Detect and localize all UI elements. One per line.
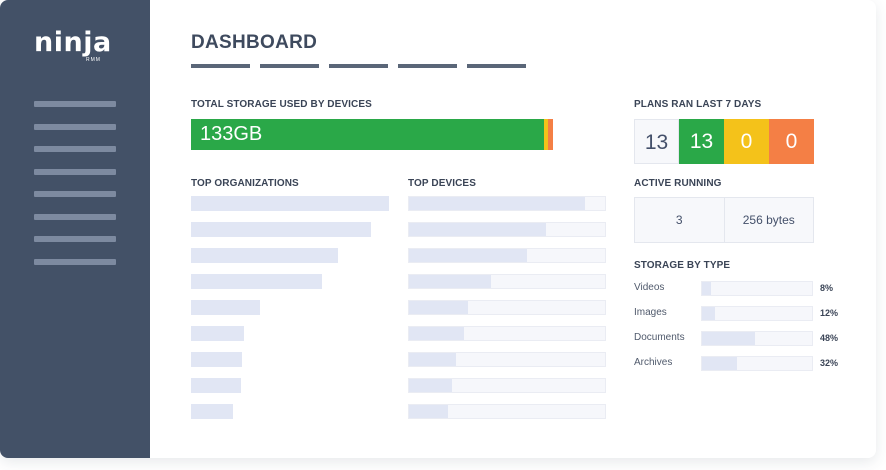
storage-type-fill — [702, 282, 711, 295]
plans-warning-count[interactable]: 0 — [724, 119, 769, 164]
sidebar-nav-item[interactable] — [34, 123, 116, 130]
organization-bar[interactable] — [191, 248, 338, 263]
device-bar-track[interactable] — [408, 274, 606, 289]
title-tab[interactable] — [398, 64, 457, 68]
storage-type-row[interactable]: Documents 48% — [634, 331, 854, 346]
storage-type-row[interactable]: Archives 32% — [634, 356, 854, 371]
storage-type-fill — [702, 307, 715, 320]
storage-type-row[interactable]: Images 12% — [634, 306, 854, 321]
storage-bar[interactable]: 133GB — [191, 119, 553, 150]
top-organizations-list — [191, 196, 389, 430]
storage-used-segment: 133GB — [191, 119, 544, 150]
top-organizations-label: TOP ORGANIZATIONS — [191, 178, 299, 189]
device-bar-track[interactable] — [408, 222, 606, 237]
storage-type-percent: 48% — [820, 333, 839, 343]
storage-type-track — [701, 281, 813, 296]
storage-critical-segment — [548, 119, 553, 150]
plans-success-count[interactable]: 13 — [679, 119, 724, 164]
logo-wordmark: ninja — [34, 27, 112, 58]
title-tab[interactable] — [191, 64, 250, 68]
storage-type-percent: 8% — [820, 283, 834, 293]
active-running-box: 3 256 bytes — [634, 197, 814, 243]
active-running-count[interactable]: 3 — [675, 213, 683, 227]
sidebar-nav-item[interactable] — [34, 258, 116, 265]
title-tab[interactable] — [260, 64, 319, 68]
storage-type-percent: 32% — [820, 358, 839, 368]
device-bar-track[interactable] — [408, 248, 606, 263]
sidebar-nav-item[interactable] — [34, 168, 116, 175]
storage-type-row[interactable]: Videos 8% — [634, 281, 854, 296]
sidebar-nav-item[interactable] — [34, 191, 116, 197]
title-tabs — [191, 64, 536, 68]
sidebar-nav-item[interactable] — [34, 213, 116, 220]
device-bar-fill — [409, 353, 456, 366]
device-bar-fill — [409, 379, 452, 392]
page-title: DASHBOARD — [191, 32, 318, 53]
top-devices-label: TOP DEVICES — [408, 178, 476, 189]
organization-bar[interactable] — [191, 378, 241, 393]
device-bar-fill — [409, 197, 585, 210]
storage-label: TOTAL STORAGE USED BY DEVICES — [191, 99, 372, 110]
ninja-logo[interactable]: ninja RMM — [34, 27, 112, 64]
storage-value: 133GB — [200, 123, 263, 145]
device-bar-fill — [409, 223, 546, 236]
storage-type-fill — [702, 332, 755, 345]
plans-total-count[interactable]: 13 — [634, 119, 679, 164]
storage-type-percent: 12% — [820, 308, 839, 318]
title-tab[interactable] — [329, 64, 388, 68]
sidebar-nav — [34, 101, 116, 281]
storage-type-name: Images — [634, 307, 667, 318]
storage-type-track — [701, 306, 813, 321]
device-bar-fill — [409, 405, 448, 418]
organization-bar[interactable] — [191, 352, 242, 367]
sidebar: ninja RMM — [0, 0, 150, 458]
sidebar-nav-item[interactable] — [34, 101, 116, 107]
device-bar-track[interactable] — [408, 326, 606, 341]
active-running-size: 256 bytes — [723, 198, 814, 242]
storage-type-name: Documents — [634, 332, 685, 343]
device-bar-fill — [409, 249, 527, 262]
device-bar-track[interactable] — [408, 300, 606, 315]
organization-bar[interactable] — [191, 274, 322, 289]
device-bar-track[interactable] — [408, 378, 606, 393]
organization-bar[interactable] — [191, 222, 371, 237]
device-bar-fill — [409, 327, 464, 340]
top-devices-list — [408, 196, 606, 430]
plans-summary: 13 13 0 0 — [634, 119, 814, 164]
organization-bar[interactable] — [191, 300, 260, 315]
title-tab[interactable] — [467, 64, 526, 68]
storage-warning-segment — [544, 119, 548, 150]
plans-label: PLANS RAN LAST 7 DAYS — [634, 99, 762, 110]
logo-subtitle: RMM — [86, 57, 101, 63]
sidebar-nav-item[interactable] — [34, 236, 116, 242]
organization-bar[interactable] — [191, 326, 244, 341]
active-running-label: ACTIVE RUNNING — [634, 178, 722, 189]
sidebar-nav-item[interactable] — [34, 146, 116, 152]
plans-failed-count[interactable]: 0 — [769, 119, 814, 164]
device-bar-fill — [409, 275, 491, 288]
main-content: DASHBOARD TOTAL STORAGE USED BY DEVICES … — [150, 0, 876, 458]
storage-type-fill — [702, 357, 737, 370]
storage-type-name: Archives — [634, 357, 673, 368]
device-bar-fill — [409, 301, 468, 314]
storage-type-track — [701, 356, 813, 371]
storage-type-track — [701, 331, 813, 346]
device-bar-track[interactable] — [408, 404, 606, 419]
organization-bar[interactable] — [191, 196, 389, 211]
device-bar-track[interactable] — [408, 352, 606, 367]
storage-by-type-label: STORAGE BY TYPE — [634, 260, 731, 271]
storage-type-name: Videos — [634, 282, 665, 293]
organization-bar[interactable] — [191, 404, 233, 419]
device-bar-track[interactable] — [408, 196, 606, 211]
dashboard-card: ninja RMM DASHBOARD TOTAL STORAGE USED B… — [0, 0, 876, 458]
